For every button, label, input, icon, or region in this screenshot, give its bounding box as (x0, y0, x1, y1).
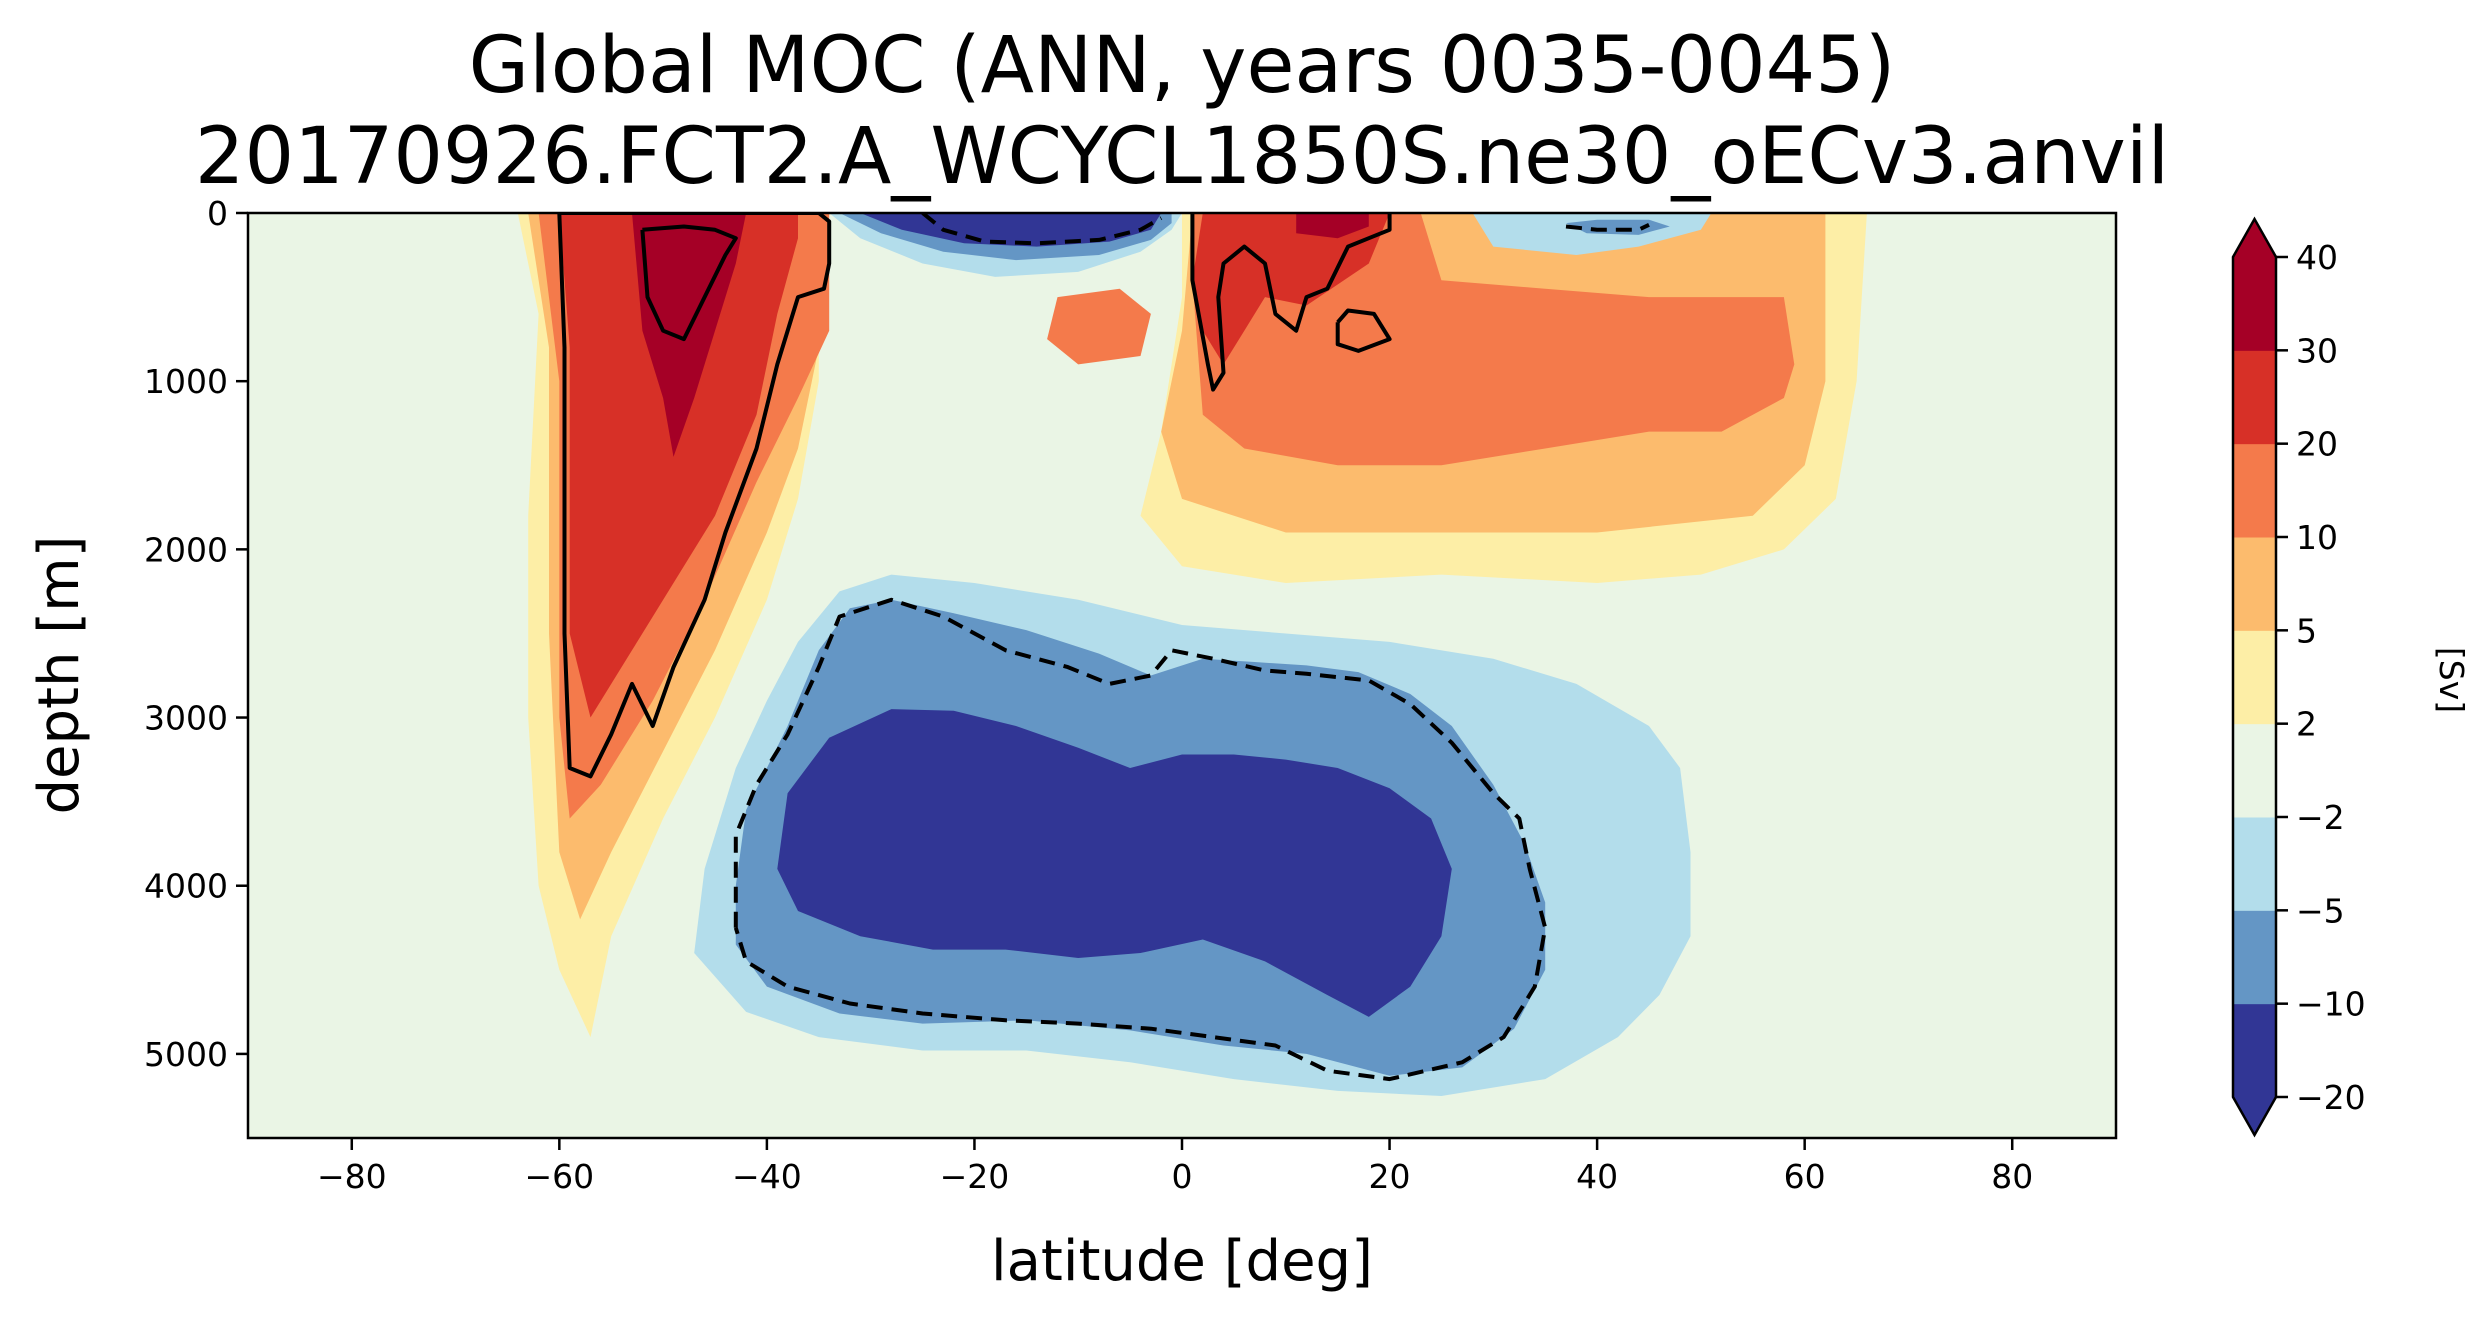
colorbar-segment (2233, 630, 2276, 725)
x-tick-label: 0 (1172, 1157, 1193, 1196)
colorbar-segment (2233, 537, 2276, 631)
x-tick-label: 20 (1369, 1157, 1411, 1196)
plot-area: −80 −60 −40 −20 0 20 40 60 80 0 1000 2000 3000 4000 5… (144, 194, 2118, 1196)
colorbar-tick-label: 40 (2296, 238, 2338, 277)
colorbar-segment (2233, 910, 2276, 1005)
contour-plus30-southern (640, 224, 738, 342)
colorbar: −20 −10 −5 −2 2 5 10 20 30 40 (2231, 216, 2366, 1138)
north-cell-plus10-patch (1047, 288, 1151, 365)
chart-subtitle: 20170926.FCT2.A_WCYCL1850S.ne30_oECv3.an… (195, 112, 2169, 202)
colorbar-tick-label: 30 (2296, 331, 2338, 370)
x-tick-label: −40 (732, 1157, 802, 1196)
colorbar-tick-label: 10 (2296, 518, 2338, 557)
x-tick-label: −20 (940, 1157, 1010, 1196)
x-tick-label: 60 (1784, 1157, 1826, 1196)
colorbar-segment (2233, 257, 2276, 351)
contour-minus10-abyssal (733, 597, 1548, 1082)
colorbar-segment (2233, 817, 2276, 911)
abyssal-band-minus10 (777, 709, 1452, 1017)
contour-plus20-southern (557, 213, 832, 779)
contour-plus20-north-loop (1335, 308, 1392, 353)
y-tick-label: 3000 (144, 699, 228, 738)
colorbar-segment (2233, 443, 2276, 538)
colorbar-tick-label: −2 (2296, 798, 2345, 837)
x-tick-label: 40 (1576, 1157, 1618, 1196)
colorbar-tick-label: 5 (2296, 611, 2317, 650)
y-tick-label: 1000 (144, 362, 228, 401)
colorbar-tick-label: −5 (2296, 891, 2345, 930)
x-axis-label: latitude [deg] (991, 1229, 1373, 1294)
colorbar-segment (2233, 723, 2276, 818)
y-tick-label: 5000 (144, 1035, 228, 1074)
southern-cell-plus20 (559, 213, 798, 718)
north-cell-plus30 (1296, 213, 1369, 239)
colorbar-tick-label: 2 (2296, 705, 2317, 744)
colorbar-tick-label: −20 (2296, 1078, 2366, 1117)
x-tick-label: −80 (317, 1157, 387, 1196)
y-tick-label: 0 (207, 194, 228, 233)
y-axis-label: depth [m] (27, 535, 92, 814)
colorbar-tick-label: 20 (2296, 425, 2338, 464)
contour-plus20-north (1190, 213, 1392, 392)
y-tick-label: 2000 (144, 530, 228, 569)
contour-minus10-north-surface (1565, 222, 1650, 232)
contour-minus10-south-surface (921, 213, 1163, 246)
colorbar-label: [Sv] (2432, 647, 2471, 713)
colorbar-segment (2233, 350, 2276, 445)
chart-title: Global MOC (ANN, years 0035-0045) (469, 21, 1896, 111)
x-tick-label: 80 (1991, 1157, 2033, 1196)
colorbar-segment (2233, 1003, 2276, 1098)
y-tick-label: 4000 (144, 867, 228, 906)
colorbar-extend-bottom (2233, 1097, 2276, 1135)
x-tick-label: −60 (525, 1157, 595, 1196)
colorbar-tick-label: −10 (2296, 985, 2366, 1024)
colorbar-extend-top (2233, 219, 2276, 257)
